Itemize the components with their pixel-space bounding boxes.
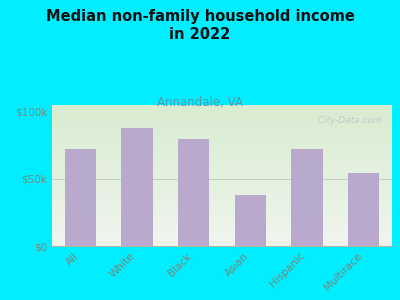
Bar	[178, 139, 209, 246]
Bar	[235, 195, 266, 246]
Text: Annandale, VA: Annandale, VA	[157, 96, 243, 109]
Text: City-Data.com: City-Data.com	[312, 116, 382, 125]
Bar	[292, 149, 322, 246]
Text: Median non-family household income
in 2022: Median non-family household income in 20…	[46, 9, 354, 42]
Bar	[65, 149, 96, 246]
Bar	[122, 128, 152, 246]
Bar	[348, 173, 379, 246]
